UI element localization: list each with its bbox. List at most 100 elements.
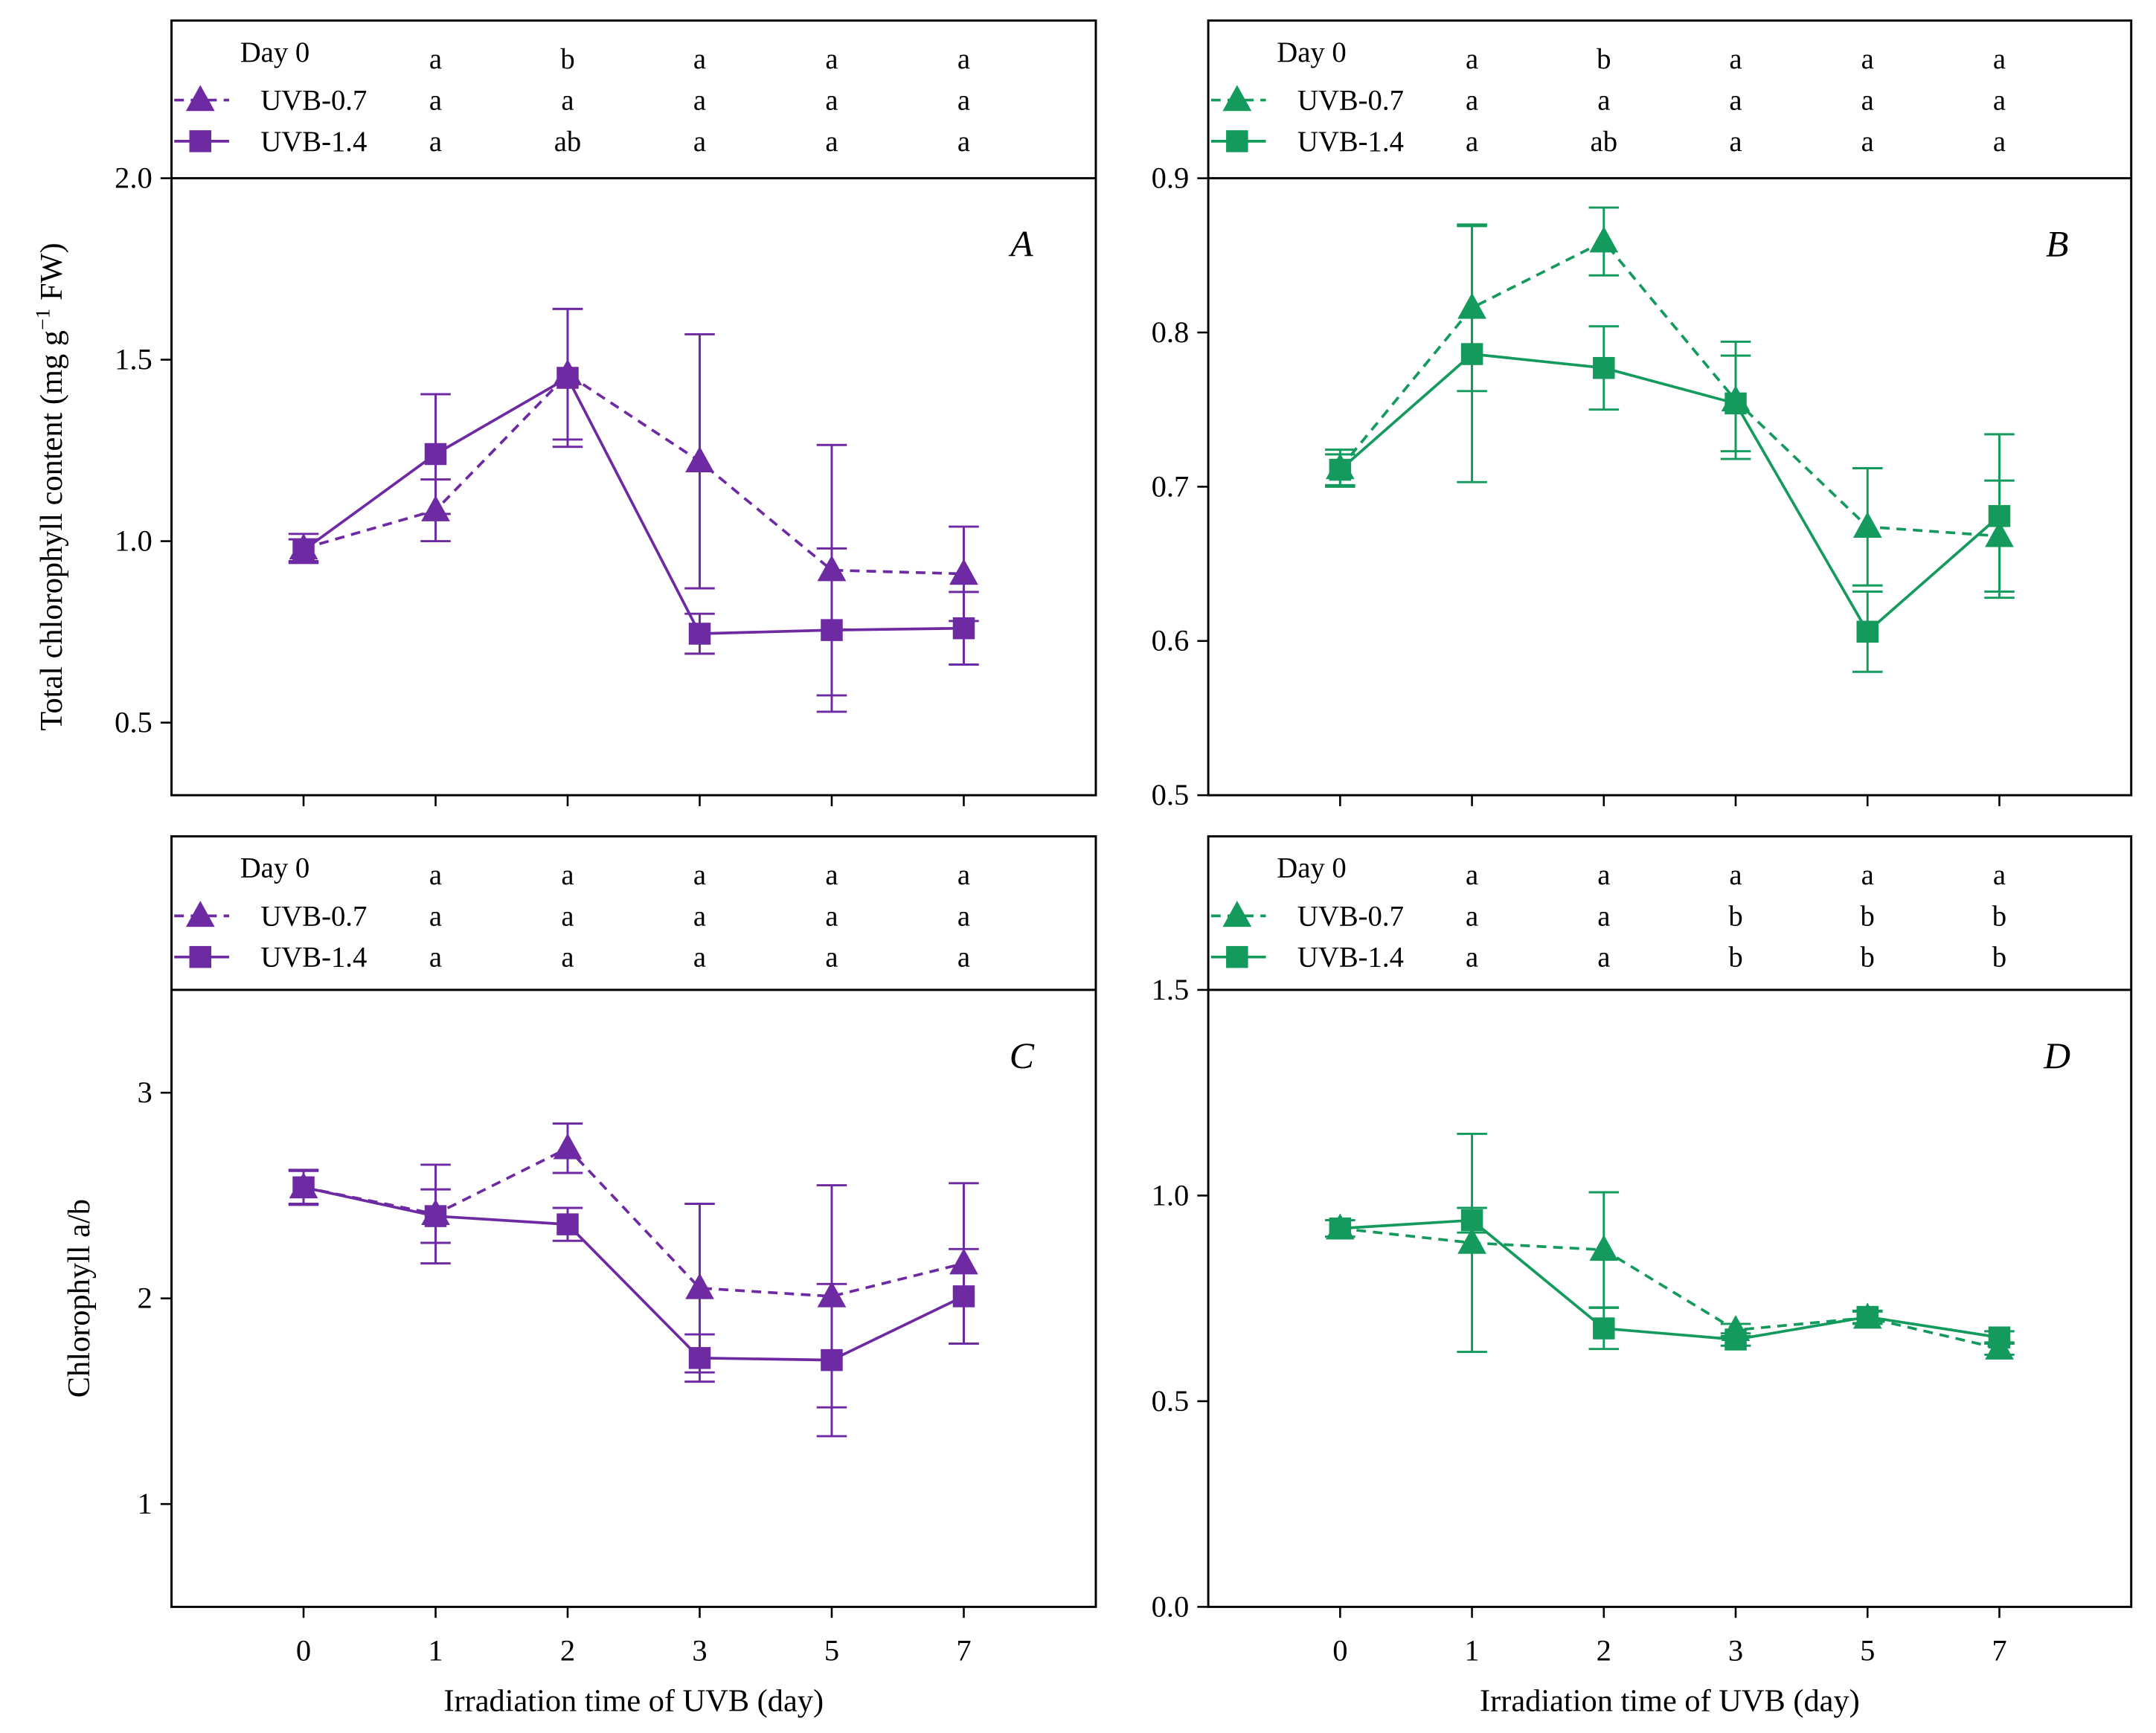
series-line-uvb-1-4 — [1340, 1218, 2000, 1341]
data-point-uvb-1-4-day-2 — [556, 367, 579, 389]
data-point-uvb-1-4-day-3 — [1725, 392, 1747, 415]
significance-letter: a — [957, 126, 970, 158]
significance-letter: a — [693, 85, 706, 116]
y-axis-label: Chlorophyll a/b — [62, 1199, 97, 1398]
data-point-uvb-0-7-day-1 — [421, 495, 450, 521]
y-tick-label: 0.8 — [1152, 315, 1190, 349]
significance-letter: a — [1993, 860, 2006, 891]
significance-letter: a — [1993, 126, 2006, 158]
significance-letter: ab — [1591, 126, 1618, 158]
data-point-uvb-0-7-day-5 — [1852, 512, 1882, 538]
series-line-uvb-1-4 — [1339, 353, 2001, 634]
legend-label-uvb-0-7: UVB-0.7 — [1297, 901, 1404, 932]
legend-label-uvb-0-7: UVB-0.7 — [1297, 85, 1404, 116]
significance-letter: a — [1597, 860, 1610, 891]
plot-frame — [170, 835, 1097, 1608]
data-point-uvb-1-4-day-7 — [1988, 1326, 2011, 1348]
legend-label-uvb-1-4: UVB-1.4 — [1297, 942, 1404, 974]
significance-letter: a — [693, 942, 706, 974]
significance-letter: a — [429, 942, 442, 974]
x-tick-label: 3 — [1728, 1633, 1743, 1667]
data-point-uvb-1-4-day-3 — [1725, 1328, 1747, 1351]
day0-label: Day 0 — [240, 37, 310, 68]
x-tick-label: 3 — [692, 1633, 707, 1667]
x-tick-label: 2 — [1597, 1633, 1611, 1667]
x-tick-label: 5 — [824, 1633, 839, 1667]
panel-letter: C — [1010, 1035, 1035, 1076]
y-tick-label: 0.5 — [115, 705, 153, 739]
significance-letter: a — [957, 860, 970, 891]
significance-letter: a — [1993, 85, 2006, 116]
y-axis-label-superscript: −1 — [31, 309, 54, 330]
significance-letter: a — [693, 126, 706, 158]
significance-letter: a — [693, 860, 706, 891]
data-point-uvb-1-4-day-0 — [1329, 1217, 1352, 1240]
legend-marker-square-icon — [1226, 130, 1248, 152]
panel-c: 1 2 3 0 1 2 3 5 7 Irradiation time of UVB (day) Ch… — [62, 835, 1097, 1719]
significance-letter: a — [561, 901, 574, 932]
significance-letter: a — [1466, 126, 1478, 158]
plot-frame — [1207, 19, 2133, 797]
y-tick-label: 0.7 — [1152, 469, 1190, 503]
significance-letter: a — [693, 44, 706, 75]
significance-letter: a — [825, 901, 838, 932]
legend-marker-triangle-icon — [185, 85, 215, 112]
x-tick-label: 7 — [956, 1633, 971, 1667]
legend-label-uvb-0-7: UVB-0.7 — [260, 85, 367, 116]
legend-label-uvb-1-4: UVB-1.4 — [1297, 126, 1404, 158]
significance-letter: a — [1466, 942, 1478, 974]
legend-marker-square-icon — [189, 945, 211, 968]
significance-letter: b — [1728, 942, 1742, 974]
legend-label-uvb-1-4: UVB-1.4 — [260, 942, 367, 974]
data-point-uvb-1-4-day-0 — [1329, 458, 1352, 481]
legend-label-uvb-1-4: UVB-1.4 — [260, 126, 367, 158]
y-tick-label: 1 — [137, 1487, 152, 1520]
legend-marker-triangle-icon — [1222, 85, 1252, 112]
y-axis-label-part: FW) — [34, 242, 69, 308]
x-tick-label: 5 — [1860, 1633, 1875, 1667]
significance-letter: a — [825, 44, 838, 75]
data-point-uvb-1-4-day-5 — [1856, 620, 1879, 643]
significance-letter: a — [1729, 126, 1742, 158]
significance-letter: a — [957, 85, 970, 116]
data-point-uvb-0-7-day-2 — [1589, 226, 1619, 253]
data-point-uvb-0-7-day-1 — [1457, 1227, 1486, 1254]
x-tick-label: 2 — [560, 1633, 575, 1667]
significance-letter: a — [561, 942, 574, 974]
panel-d: 0.0 0.5 1.0 1.5 0 1 2 3 5 7 Irradiation time of UV… — [1152, 835, 2133, 1719]
y-tick-label: 2.0 — [115, 161, 153, 195]
significance-letter: a — [1597, 85, 1610, 116]
significance-letter: b — [560, 44, 574, 75]
significance-letter: a — [429, 901, 442, 932]
x-tick-label: 1 — [428, 1633, 443, 1667]
y-tick-label: 2 — [137, 1282, 152, 1315]
series-line-uvb-0-7 — [1340, 1226, 2000, 1350]
significance-letter: ab — [554, 126, 582, 158]
series-line-uvb-0-7 — [303, 372, 964, 576]
day0-label: Day 0 — [1277, 853, 1347, 884]
y-tick-label: 1.5 — [115, 343, 153, 376]
data-point-uvb-0-7-day-3 — [685, 1273, 714, 1299]
plot-frame — [1207, 835, 2133, 1608]
significance-letter: a — [1729, 860, 1742, 891]
significance-letter: a — [429, 860, 442, 891]
data-point-uvb-0-7-day-2 — [553, 1133, 583, 1160]
x-tick-label: 7 — [1992, 1633, 2006, 1667]
data-point-uvb-1-4-day-2 — [1593, 1317, 1615, 1340]
x-axis-label: Irradiation time of UVB (day) — [1480, 1684, 1860, 1719]
significance-letter: a — [825, 942, 838, 974]
y-tick-label: 0.5 — [1152, 1384, 1190, 1418]
y-axis-label: Total chlorophyll content (mg g−1 FW) — [31, 242, 69, 730]
significance-letter: a — [561, 85, 574, 116]
data-point-uvb-1-4-day-1 — [424, 1205, 447, 1227]
y-tick-label: 1.0 — [1152, 1178, 1190, 1212]
x-tick-label: 0 — [1332, 1633, 1347, 1667]
data-point-uvb-1-4-day-0 — [292, 1176, 315, 1199]
significance-letter: a — [825, 860, 838, 891]
series-line-uvb-1-4 — [303, 1186, 965, 1362]
significance-letter: a — [1466, 901, 1478, 932]
